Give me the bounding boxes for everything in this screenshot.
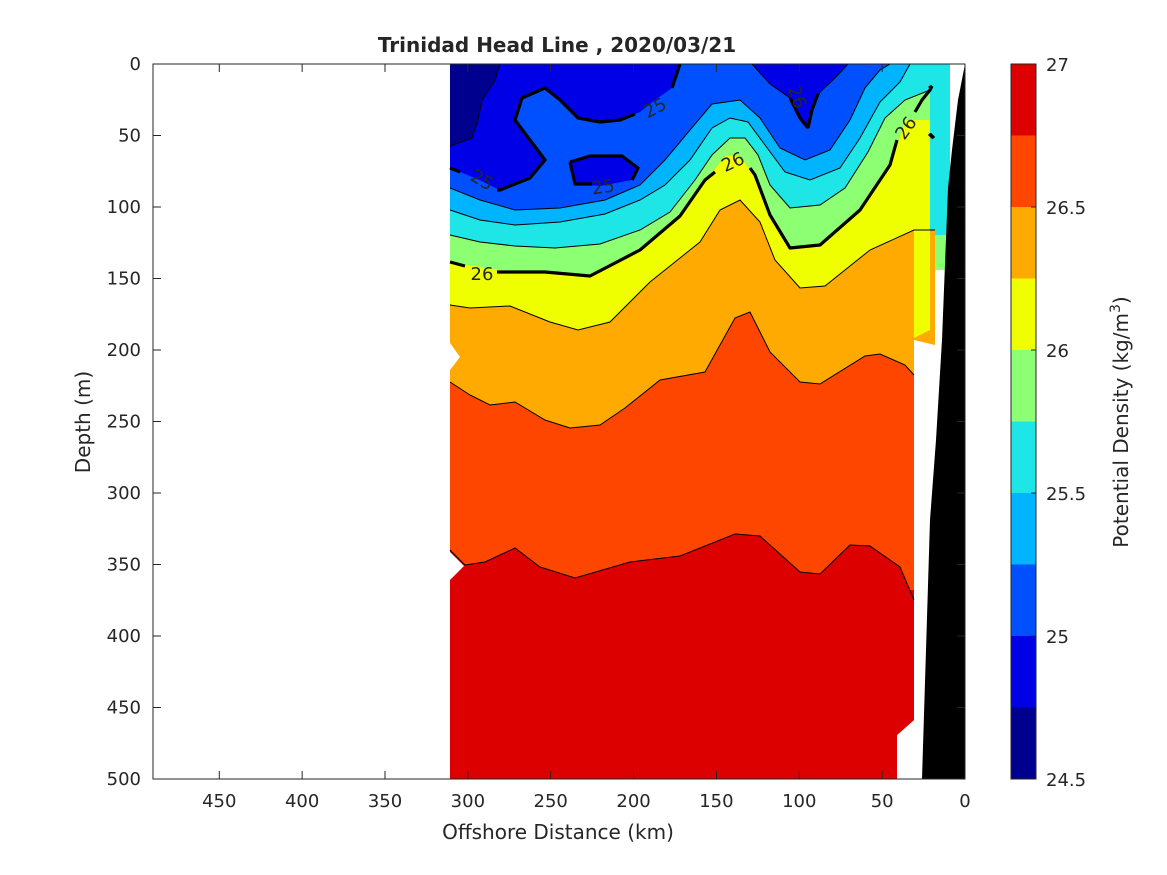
density-band-26-25-top bbox=[450, 120, 930, 338]
x-tick-label: 50 bbox=[871, 791, 894, 812]
contour-line-25-island bbox=[568, 154, 640, 186]
colorbar-tick-label: 25.5 bbox=[1046, 484, 1086, 505]
y-tick-label: 500 bbox=[107, 769, 141, 790]
y-tick-label: 300 bbox=[107, 483, 141, 504]
contour-line-26-5 bbox=[449, 199, 935, 331]
y-tick-label: 50 bbox=[118, 126, 141, 147]
contour-lines bbox=[449, 63, 935, 601]
colorbar-segment bbox=[1011, 64, 1036, 136]
x-tick-label: 0 bbox=[959, 791, 970, 812]
x-tick-label: 300 bbox=[451, 791, 485, 812]
y-tick-label: 400 bbox=[107, 626, 141, 647]
colorbar-segment bbox=[1011, 207, 1036, 279]
colorbar-label-close: ) bbox=[1109, 296, 1133, 304]
colorbar-segment bbox=[1011, 135, 1036, 207]
x-tick-label: 250 bbox=[534, 791, 568, 812]
colorbar-segment bbox=[1011, 493, 1036, 565]
density-band-25-nearshore bbox=[752, 64, 848, 128]
x-tick-label: 400 bbox=[285, 791, 319, 812]
contour-line-25-outer bbox=[449, 63, 682, 192]
colorbar-tick-label: 24.5 bbox=[1046, 770, 1086, 791]
density-band-26-5-top bbox=[450, 200, 935, 428]
colorbar-tick-label: 26 bbox=[1046, 341, 1069, 362]
data-gap-notch bbox=[450, 343, 460, 370]
colorbar-label: Potential Density (kg/m3) bbox=[1108, 296, 1133, 547]
colorbar-segment bbox=[1011, 636, 1036, 708]
y-tick-label: 450 bbox=[107, 698, 141, 719]
y-axis-ticks: 0 50 100 150 200 250 300 350 400 450 500 bbox=[107, 54, 965, 790]
y-tick-label: 250 bbox=[107, 412, 141, 433]
y-axis-label: Depth (m) bbox=[71, 371, 95, 473]
density-band-25-75-top bbox=[450, 64, 930, 248]
colorbar-segment bbox=[1011, 564, 1036, 636]
contour-line-25-5 bbox=[449, 63, 911, 226]
bathymetry-contour-fragment bbox=[927, 84, 935, 140]
density-band-26-top bbox=[450, 90, 930, 276]
colorbar-segment bbox=[1011, 350, 1036, 422]
y-tick-label: 200 bbox=[107, 340, 141, 361]
x-tick-label: 200 bbox=[616, 791, 650, 812]
colorbar-label-text: Potential Density (kg/m bbox=[1109, 313, 1133, 548]
contour-line-24-75 bbox=[449, 63, 501, 147]
contour-line-25-25 bbox=[449, 63, 891, 211]
colorbar-segment bbox=[1011, 421, 1036, 493]
colorbar-segment bbox=[1011, 707, 1036, 779]
density-band-25 bbox=[450, 64, 680, 190]
y-tick-label: 150 bbox=[107, 269, 141, 290]
colorbar-tick-label: 25 bbox=[1046, 627, 1069, 648]
contour-line-26-75 bbox=[449, 311, 915, 429]
density-band-25-island bbox=[570, 156, 638, 186]
contour-line-25-nearshore bbox=[788, 93, 820, 129]
x-axis-label: Offshore Distance (km) bbox=[442, 820, 674, 844]
y-tick-label: 350 bbox=[107, 555, 141, 576]
density-band-26-75-top bbox=[450, 312, 914, 590]
colorbar-label-sup: 3 bbox=[1108, 304, 1124, 313]
contour-label: 25 bbox=[590, 175, 616, 199]
colorbar-segment bbox=[1011, 278, 1036, 350]
density-band-27-top bbox=[450, 534, 914, 779]
x-tick-label: 150 bbox=[699, 791, 733, 812]
contour-label: 26 bbox=[471, 264, 494, 285]
x-tick-label: 450 bbox=[202, 791, 236, 812]
density-band-25-5-top bbox=[450, 64, 910, 225]
y-tick-label: 100 bbox=[107, 197, 141, 218]
y-tick-label: 0 bbox=[130, 54, 141, 75]
data-gap-notch bbox=[450, 552, 464, 580]
contour-line-27 bbox=[449, 533, 915, 601]
plot-area: 25 25 25 26 26 26 26 bbox=[152, 63, 966, 780]
x-tick-label: 350 bbox=[368, 791, 402, 812]
density-band-24-75 bbox=[450, 64, 500, 146]
colorbar-tick-label: 27 bbox=[1046, 55, 1069, 76]
chart-title: Trinidad Head Line , 2020/03/21 bbox=[378, 33, 736, 57]
contour-line-25-75 bbox=[449, 89, 931, 249]
colorbar bbox=[1011, 64, 1036, 779]
bathymetry-seafloor bbox=[922, 64, 965, 779]
colorbar-ticks: 24.5 25 25.5 26 26.5 27 bbox=[1031, 55, 1086, 791]
colorbar-tick-label: 26.5 bbox=[1046, 198, 1086, 219]
contour-line-26 bbox=[449, 85, 934, 278]
colorbar-frame bbox=[1010, 63, 1037, 780]
x-tick-label: 100 bbox=[782, 791, 816, 812]
x-axis-ticks: 450 400 350 300 250 200 150 100 50 0 bbox=[202, 64, 971, 812]
